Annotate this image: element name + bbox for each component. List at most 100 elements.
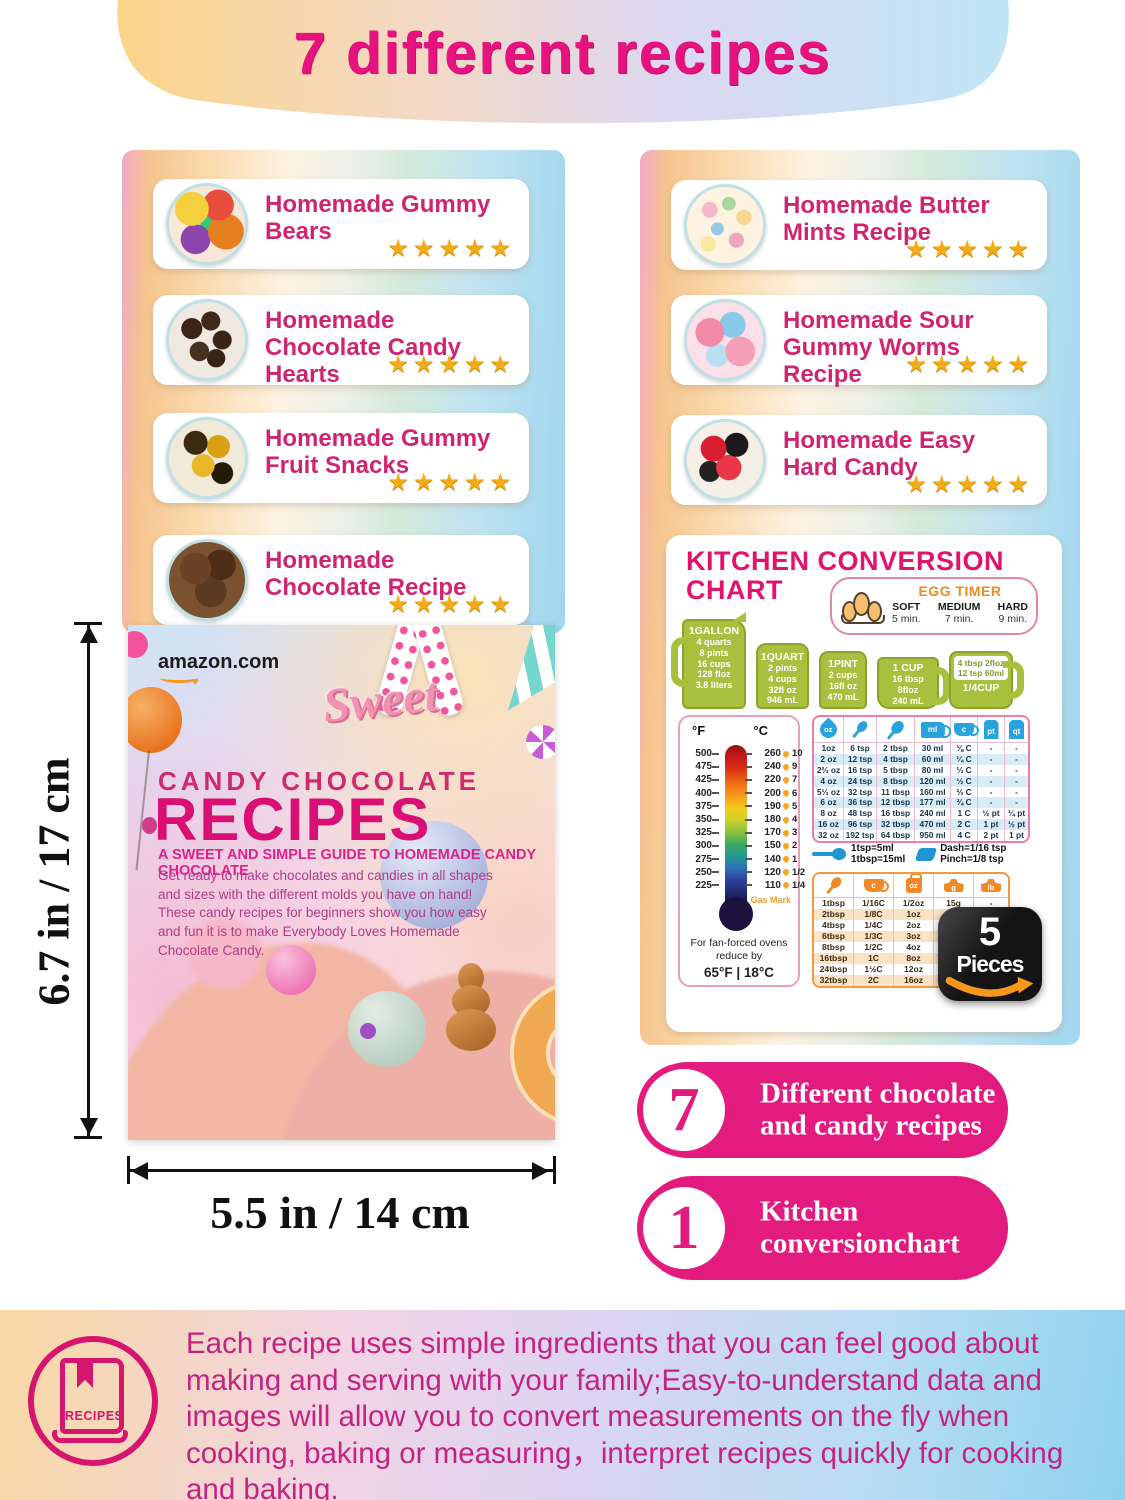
five-star-rating: ★★★★★ bbox=[387, 235, 515, 262]
tsp-note: 1tsp=5ml bbox=[851, 843, 894, 854]
celsius-label: °C bbox=[753, 723, 768, 738]
five-star-rating: ★★★★★ bbox=[905, 471, 1033, 498]
quarter-cup-vessel: 4 tbsp 2floz 12 tsp 60ml 1/4CUP bbox=[949, 651, 1024, 709]
egg-timer-levels: SOFT 5 min. MEDIUM 7 min. HARD 9 min. bbox=[890, 601, 1030, 625]
temperature-row: 250 120 1/2 bbox=[695, 866, 806, 878]
dimension-cap bbox=[74, 622, 102, 625]
temperature-row: 425 220 7 bbox=[695, 774, 798, 786]
teaspoon-icon bbox=[846, 717, 874, 744]
thermometer-bulb-icon bbox=[719, 897, 753, 931]
temperature-rows: 500 260 10 475 240 9 425 220 7 400 200 6 375 190 5… bbox=[684, 747, 806, 892]
badge-number-circle: 1 bbox=[637, 1181, 731, 1275]
cup-icon: c bbox=[863, 879, 889, 892]
recipe-card-fruit-snacks: Homemade Gummy Fruit Snacks ★★★★★ bbox=[153, 413, 529, 503]
mini-balloon-decoration bbox=[142, 817, 157, 834]
sour-gummy-worms-photo bbox=[684, 299, 766, 381]
pint-vessel: 1PINT 2 cups 16fl oz 470 mL bbox=[819, 651, 867, 709]
left-recipe-panel: Homemade Gummy Bears ★★★★★ Homemade Choc… bbox=[122, 150, 565, 633]
candy-ball-decoration bbox=[526, 725, 555, 759]
egg-timer-level: HARD 9 min. bbox=[997, 601, 1028, 625]
volume-table-row: 2⅔ oz 16 tsp 5 tbsp 80 ml ⅓ C-- bbox=[814, 764, 1028, 776]
weight-table-row: 1tbsp 1/16C 1/2oz 15g - bbox=[814, 898, 1008, 909]
five-star-rating: ★★★★★ bbox=[387, 591, 515, 618]
weight-table-row: 2tbsp 1/8C 1oz bbox=[814, 909, 1008, 920]
amazon-logo: amazon.com bbox=[158, 651, 280, 673]
gummy-bears-photo bbox=[166, 183, 248, 265]
gallon-vessel: 1GALLON 4 quarts 8 pints 16 cups 128 floz 3.… bbox=[671, 612, 746, 709]
weight-table-row: 24tbsp 1½C 12oz bbox=[814, 964, 1008, 975]
dash-icon bbox=[915, 847, 938, 861]
recipe-title: Homemade Sour Gummy Worms Recipe bbox=[783, 307, 974, 388]
temperature-row: 500 260 10 bbox=[695, 748, 803, 760]
pieces-label: Pieces bbox=[956, 951, 1025, 977]
book-icon-label: RECIPES bbox=[65, 1409, 124, 1423]
five-star-rating: ★★★★★ bbox=[905, 236, 1033, 263]
caramel-cone-decoration bbox=[446, 963, 496, 1063]
badge-number: 1 bbox=[668, 1194, 700, 1262]
recipe-title: Homemade Chocolate Recipe bbox=[265, 547, 467, 601]
lavender-sphere-decoration bbox=[380, 821, 488, 929]
arrow-left-icon bbox=[131, 1161, 148, 1180]
banner-shape bbox=[117, 0, 1009, 124]
gas-mark-label: Gas Mark bbox=[750, 895, 791, 905]
recipe-card-gummy-bears: Homemade Gummy Bears ★★★★★ bbox=[153, 179, 529, 269]
height-dimension-line bbox=[87, 624, 90, 1138]
badge-text: Kitchen conversionchart bbox=[760, 1195, 960, 1260]
weight-table-row: 4tbsp 1/4C 2oz bbox=[814, 920, 1008, 931]
volume-table-row: 4 oz 24 tsp 8 tbsp 120 ml ½ C-- bbox=[814, 775, 1028, 787]
gram-scale-icon: g bbox=[943, 879, 964, 892]
pinch-note: Pinch=1/8 tsp bbox=[940, 854, 1004, 866]
page-title: 7 different recipes bbox=[293, 21, 832, 86]
weight-table-row: 8tbsp 1/2C 4oz bbox=[814, 942, 1008, 953]
width-dimension-line bbox=[129, 1169, 554, 1172]
weight-table-row: 6tbsp 1/3C 3oz bbox=[814, 931, 1008, 942]
badge-text: Different chocolate and candy recipes bbox=[760, 1077, 996, 1142]
five-pieces-badge: 5 Pieces bbox=[938, 907, 1042, 1001]
temperature-row: 325 170 3 bbox=[695, 827, 798, 839]
eggs-icon bbox=[841, 587, 887, 629]
kitchen-conversion-chart: KITCHEN CONVERSION CHART EGG TIMER SOFT … bbox=[666, 535, 1062, 1032]
balloon-decoration bbox=[128, 687, 182, 753]
weight-table-body: 1tbsp 1/16C 1/2oz 15g - 2tbsp 1/8C 1oz 4tbsp 1/… bbox=[814, 898, 1008, 986]
temperature-row: 475 240 9 bbox=[695, 761, 798, 773]
footer-description: Each recipe uses simple ingredients that… bbox=[186, 1327, 1064, 1500]
dash-note: Dash=1/16 tsp bbox=[940, 843, 1007, 854]
cover-description: Get ready to make chocolates and candies… bbox=[158, 868, 493, 958]
volume-table-body: 1oz 6 tsp 2 tbsp 30 ml ⅛ C-- 2 oz 12 tsp 4 tbs… bbox=[814, 743, 1028, 842]
recipe-card-chocolate: Homemade Chocolate Recipe ★★★★★ bbox=[153, 535, 529, 625]
chocolate-hearts-photo bbox=[166, 299, 248, 381]
five-star-rating: ★★★★★ bbox=[387, 351, 515, 378]
weight-table-header: c oz g lb bbox=[814, 874, 1008, 898]
recipe-card-butter-mints: Homemade Butter Mints Recipe ★★★★★ bbox=[671, 180, 1047, 270]
seven-recipes-badge: 7 Different chocolate and candy recipes bbox=[637, 1062, 1008, 1158]
fahrenheit-label: °F bbox=[692, 723, 706, 738]
width-dimension-label: 5.5 in / 14 cm bbox=[210, 1187, 470, 1238]
recipe-title: Homemade Butter Mints Recipe bbox=[783, 192, 990, 246]
gummy-fruit-snacks-photo bbox=[166, 417, 248, 499]
volume-table-row: 5⅓ oz 32 tsp 11 tbsp 160 ml ⅔ C-- bbox=[814, 786, 1028, 798]
volume-table-row: 6 oz 36 tsp 12 tbsp 177 ml ¾ C-- bbox=[814, 797, 1028, 809]
volume-table-row: 2 oz 12 tsp 4 tbsp 60 ml ¼ C-- bbox=[814, 753, 1028, 765]
recipe-title: Homemade Gummy Bears bbox=[265, 191, 491, 245]
badge-number: 7 bbox=[668, 1076, 700, 1144]
tablespoon-icon bbox=[819, 874, 847, 900]
footer-band: RECIPES Each recipe uses simple ingredie… bbox=[0, 1310, 1125, 1500]
thermometer-icon bbox=[725, 745, 747, 903]
volume-table-row: 1oz 6 tsp 2 tbsp 30 ml ⅛ C-- bbox=[814, 743, 1028, 754]
amazon-smile-icon bbox=[160, 673, 198, 683]
conversion-notes: 1tsp=5ml 1tbsp=15ml Dash=1/16 tsp Pinch=… bbox=[812, 843, 1034, 866]
arrow-up-icon bbox=[79, 626, 98, 643]
recipe-book-cover: Sweet amazon.com CANDY CHOCOLATE RECIPES… bbox=[128, 625, 555, 1140]
pink-dot-decoration bbox=[128, 631, 148, 658]
pink-sphere-decoration bbox=[266, 945, 316, 995]
arrow-right-icon bbox=[532, 1161, 549, 1180]
amazon-smile-icon bbox=[945, 976, 1034, 997]
dimension-cap bbox=[127, 1156, 130, 1184]
arrow-down-icon bbox=[79, 1118, 98, 1135]
milliliter-mug-icon: ml bbox=[920, 721, 951, 738]
party-cone-decoration bbox=[476, 625, 555, 735]
bookmark-icon bbox=[77, 1361, 93, 1388]
